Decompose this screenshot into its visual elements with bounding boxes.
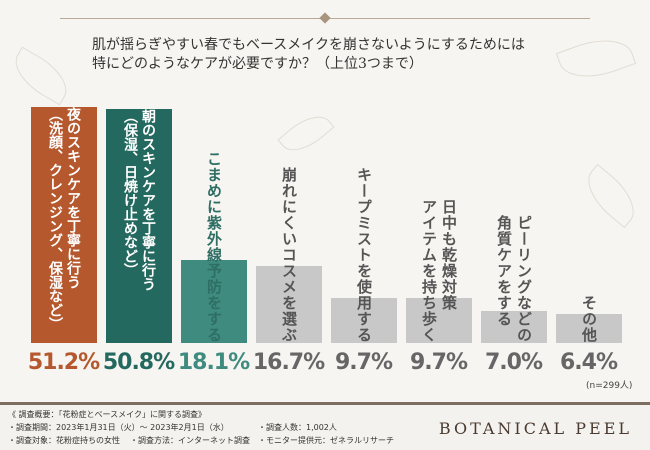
- category-label-wrap: 夜のスキンケアを丁寧に行う （洗顔、クレンジング、保湿など）: [31, 107, 97, 343]
- survey-count: ・調査人数：1,002人: [258, 423, 337, 432]
- bar: [181, 259, 247, 343]
- category-label-wrap: 日中も乾燥対策 アイテムを持ち歩く: [406, 199, 472, 343]
- category-label: 夜のスキンケアを丁寧に行う （洗顔、クレンジング、保湿など）: [47, 107, 81, 331]
- bar: [106, 108, 172, 343]
- value-label: 16.7%: [252, 350, 325, 375]
- bar: [31, 107, 97, 343]
- category-label-wrap: ピーリングなどの 角質ケアをする: [481, 215, 547, 343]
- bar: [256, 266, 322, 343]
- leaf-decoration: [277, 106, 335, 161]
- leaf-decoration: [555, 28, 637, 89]
- survey-method: ・調査方法：インターネット調査: [130, 436, 250, 445]
- value-label: 9.7%: [334, 350, 393, 375]
- diamond-ornament: [319, 12, 331, 24]
- value-label: 18.1%: [177, 350, 250, 375]
- value-label: 50.8%: [102, 350, 175, 375]
- bar: [331, 298, 397, 343]
- category-label-wrap: こまめに紫外線予防をする: [181, 151, 247, 343]
- survey-heading: 《 調査概要：「花粉症とベースメイク」に関する調査》: [8, 410, 206, 419]
- bar: [481, 310, 547, 343]
- category-label: その他: [580, 295, 598, 343]
- value-label: 7.0%: [484, 350, 543, 375]
- category-label-wrap: その他: [556, 295, 622, 343]
- bar: [556, 313, 622, 343]
- bar: [406, 298, 472, 343]
- survey-period: ・調査期間：2023年1月31日（火）～ 2023年2月1日（水）: [8, 423, 229, 432]
- chart-title: 肌が揺らぎやすい春でもベースメイクを崩さないようにするためには 特にどのようなケ…: [92, 37, 525, 72]
- monitor-provider: ・モニター提供元：ゼネラルリサーチ: [258, 436, 394, 445]
- value-label: 51.2%: [27, 350, 100, 375]
- category-label-wrap: 朝のスキンケアを丁寧に行う （保湿、日焼け止めなど）: [106, 109, 172, 343]
- value-label: 9.7%: [409, 350, 468, 375]
- category-label: 朝のスキンケアを丁寧に行う （保湿、日焼け止めなど）: [122, 108, 156, 291]
- category-label: 崩れにくいコスメを選ぶ: [280, 167, 298, 343]
- brand-logo: BOTANICAL PEEL: [438, 419, 632, 438]
- category-label-wrap: 崩れにくいコスメを選ぶ: [256, 167, 322, 343]
- category-label: こまめに紫外線予防をする: [205, 151, 223, 343]
- category-label: キープミストを使用する: [355, 167, 373, 343]
- leaf-decoration: [576, 163, 646, 229]
- survey-target: ・調査対象：花粉症持ちの女性: [8, 436, 120, 445]
- category-label: ピーリングなどの 角質ケアをする: [495, 215, 533, 343]
- category-label-wrap: キープミストを使用する: [331, 167, 397, 343]
- sample-size-note: (n=299人): [586, 381, 633, 391]
- footer: 《 調査概要：「花粉症とベースメイク」に関する調査》 ・調査期間：2023年1月…: [0, 402, 650, 450]
- leaf-decoration: [6, 46, 76, 106]
- category-label: 日中も乾燥対策 アイテムを持ち歩く: [420, 199, 458, 343]
- value-label: 6.4%: [559, 350, 618, 375]
